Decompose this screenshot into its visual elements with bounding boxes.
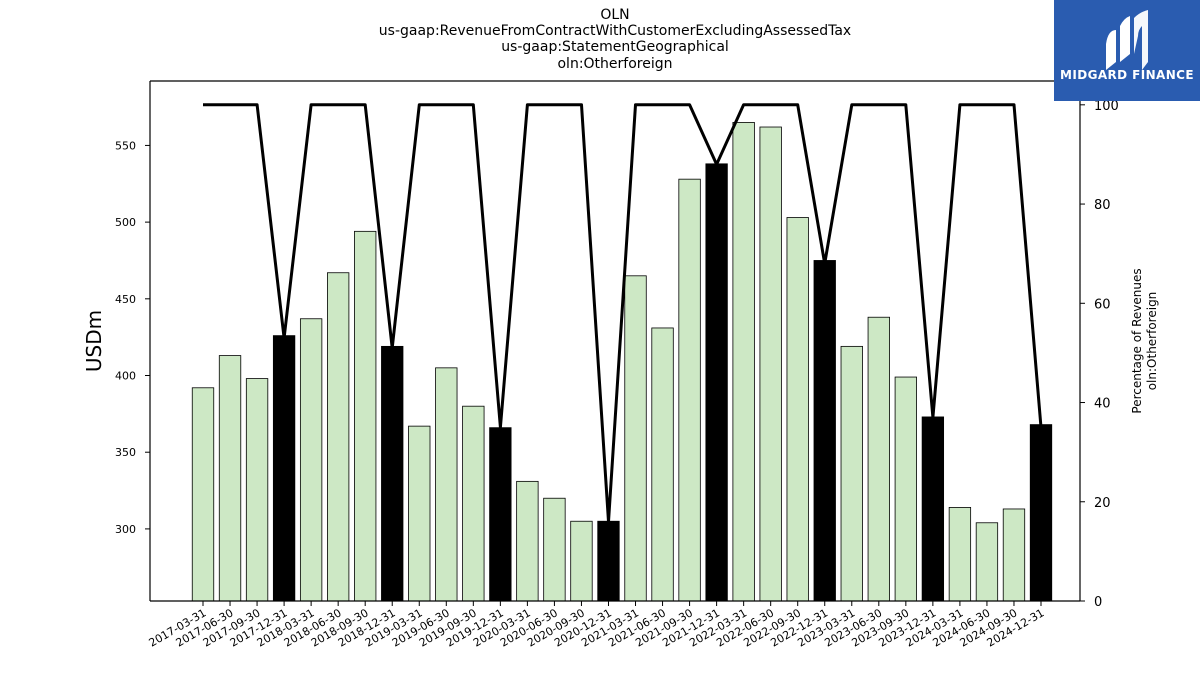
- quarter-bar: [408, 425, 431, 602]
- annual-bar: [813, 260, 836, 602]
- quarter-bar: [191, 387, 215, 602]
- quarter-bar: [543, 497, 566, 602]
- annual-bar: [705, 163, 728, 602]
- y2-tick-label: 80: [1094, 198, 1111, 213]
- y2-tick-label: 0: [1094, 595, 1102, 610]
- quarter-bar: [245, 378, 269, 602]
- quarter-bar: [462, 405, 485, 602]
- quarter-bar: [732, 122, 755, 602]
- y2-tick-label: 60: [1094, 297, 1111, 312]
- quarter-bar: [624, 275, 647, 602]
- chart-subtitle-axis: us-gaap:StatementGeographical: [501, 39, 729, 55]
- y-tick-label: 500: [115, 216, 136, 229]
- quarter-bar: [218, 355, 242, 602]
- quarter-bar: [299, 318, 323, 602]
- quarter-bar: [678, 178, 701, 602]
- y-tick-label: 450: [115, 293, 136, 306]
- quarter-bar: [975, 522, 999, 602]
- quarter-bar: [894, 376, 917, 602]
- y-tick-label: 350: [115, 446, 136, 459]
- logo-mark-icon: [1106, 10, 1148, 70]
- y2-tick-label: 100: [1094, 99, 1119, 114]
- y2-tick-label: 20: [1094, 496, 1111, 511]
- midgard-finance-logo: MIDGARD FINANCE: [1054, 0, 1200, 101]
- y2-axis-label: Percentage of Revenues: [1130, 268, 1144, 413]
- y-tick-label: 300: [115, 523, 136, 536]
- quarter-bar: [840, 345, 863, 602]
- quarter-bar: [327, 272, 350, 602]
- annual-bar: [272, 335, 296, 602]
- annual-bar: [489, 427, 512, 602]
- quarter-bar: [516, 480, 539, 602]
- y-tick-label: 550: [115, 139, 136, 152]
- annual-bar: [381, 345, 404, 602]
- y-tick-label: 400: [115, 370, 136, 383]
- chart-subtitle-concept: us-gaap:RevenueFromContractWithCustomerE…: [378, 23, 852, 39]
- quarter-bar: [786, 217, 809, 602]
- annual-bar: [921, 416, 945, 602]
- quarter-bar: [570, 520, 593, 602]
- chart-title: OLN: [600, 7, 630, 23]
- y2-tick-label: 40: [1094, 397, 1111, 412]
- quarter-bar: [354, 230, 377, 602]
- quarter-bar: [759, 126, 782, 602]
- quarter-bar: [651, 327, 674, 602]
- annual-bar: [597, 520, 620, 602]
- logo-text: MIDGARD FINANCE: [1060, 68, 1194, 82]
- quarter-bar: [867, 316, 890, 602]
- chart-subtitle-member: oln:Otherforeign: [557, 56, 673, 72]
- quarter-bar: [1002, 508, 1026, 602]
- quarter-bar: [435, 367, 458, 602]
- y-axis-label: USDm: [82, 310, 106, 372]
- y2-axis-label: oln:Otherforeign: [1145, 292, 1159, 391]
- quarter-bar: [948, 507, 972, 602]
- percentage-line: [203, 103, 1043, 524]
- annual-bar: [1029, 424, 1053, 602]
